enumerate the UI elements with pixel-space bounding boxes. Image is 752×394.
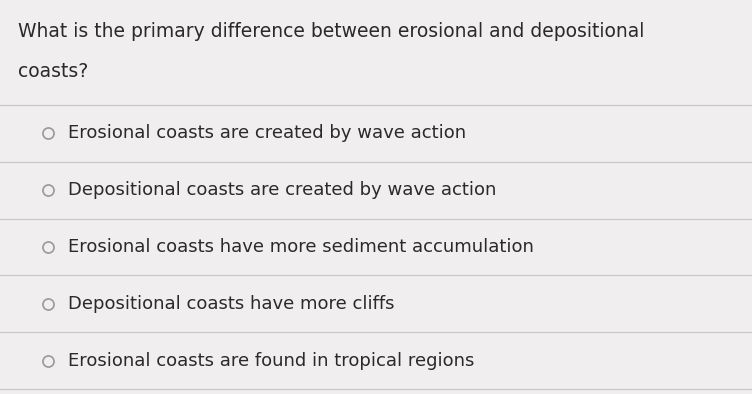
Text: Depositional coasts have more cliffs: Depositional coasts have more cliffs [68,295,395,313]
Text: coasts?: coasts? [18,62,88,81]
Text: Erosional coasts are created by wave action: Erosional coasts are created by wave act… [68,125,466,142]
Text: Erosional coasts are found in tropical regions: Erosional coasts are found in tropical r… [68,351,475,370]
Text: Erosional coasts have more sediment accumulation: Erosional coasts have more sediment accu… [68,238,534,256]
Text: What is the primary difference between erosional and depositional: What is the primary difference between e… [18,22,644,41]
Text: Depositional coasts are created by wave action: Depositional coasts are created by wave … [68,181,496,199]
